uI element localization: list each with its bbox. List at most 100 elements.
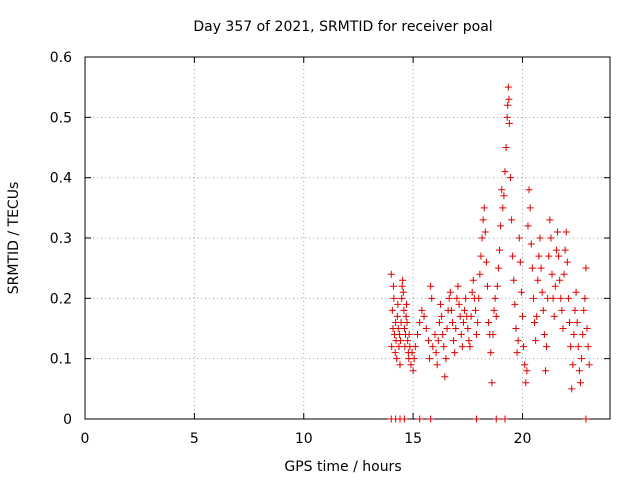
data-point [478,234,486,242]
data-point [480,204,488,212]
data-point [569,361,577,369]
data-point [461,306,469,314]
data-point [492,312,500,320]
data-point [533,312,541,320]
data-point [484,282,491,290]
data-point [550,312,558,320]
data-point [554,228,561,236]
data-point [471,306,479,314]
data-point [433,361,441,369]
data-point [393,355,401,363]
data-point [564,294,572,302]
data-point [409,367,417,375]
data-point [399,288,407,296]
data-point [487,349,495,357]
data-point [434,337,442,345]
data-point [440,343,448,351]
data-point [582,415,590,423]
data-point [572,288,580,296]
data-point [395,343,403,351]
data-point [561,246,569,254]
data-point [387,270,395,278]
data-point [407,361,415,369]
data-point [485,318,493,326]
data-points [387,83,593,423]
data-point [546,216,554,224]
data-point [504,101,512,109]
data-point [556,276,564,284]
data-point [502,144,510,151]
x-tick-label: 10 [295,431,313,447]
data-point [568,385,576,393]
data-point [439,331,447,339]
data-point [427,282,435,290]
data-point [432,349,440,357]
data-point [443,325,451,332]
data-point [510,276,518,284]
x-tick-label: 15 [404,431,422,447]
data-point [396,361,404,369]
data-point [585,361,593,369]
data-point [566,318,574,326]
data-point [512,325,520,332]
data-point [405,331,413,339]
data-point [520,343,528,351]
data-point [452,325,460,332]
grid-layer [85,57,610,419]
data-point [583,325,591,332]
data-point [428,294,436,302]
data-point [581,294,589,302]
y-tick-label: 0.2 [50,291,72,307]
data-point [397,318,405,326]
data-point [464,325,472,332]
data-point [575,367,583,375]
data-point [523,367,531,375]
data-point [580,306,588,314]
y-tick-label: 0.5 [50,110,72,126]
data-point [524,222,532,230]
data-point [438,312,446,320]
data-point [404,337,412,345]
data-point [489,331,497,339]
data-point [521,361,529,369]
data-point [400,325,408,332]
data-point [479,216,487,224]
data-point [445,294,453,302]
data-point [563,258,571,266]
data-point [496,246,504,254]
data-point [497,222,505,230]
y-tick-label: 0.1 [50,352,72,368]
data-point [436,300,444,308]
data-point [584,343,592,351]
data-point [560,270,568,278]
data-point [400,415,408,423]
data-point [427,415,435,423]
x-tick-label: 0 [81,431,90,447]
data-point [538,288,546,296]
data-point [552,246,560,254]
data-point [499,204,507,212]
data-point [529,294,537,302]
data-point [459,318,467,326]
axis-ticks: 0 5 10 15 20 0 0.1 0.2 0.3 0.4 0.5 0.6 [50,50,610,447]
data-point [451,349,459,357]
data-point [391,349,399,357]
data-point [543,343,551,351]
data-point [389,282,397,290]
data-point [408,349,416,357]
data-point [388,306,396,314]
data-point [541,367,549,375]
data-point [501,415,509,423]
data-point [582,264,590,272]
data-point [532,337,540,345]
data-point [504,83,512,91]
data-point [525,186,533,194]
data-point [410,355,418,363]
data-point [506,174,514,182]
data-point [500,192,508,200]
data-point [501,168,509,176]
data-point [388,343,396,351]
data-point [509,252,517,260]
data-point [505,119,513,127]
